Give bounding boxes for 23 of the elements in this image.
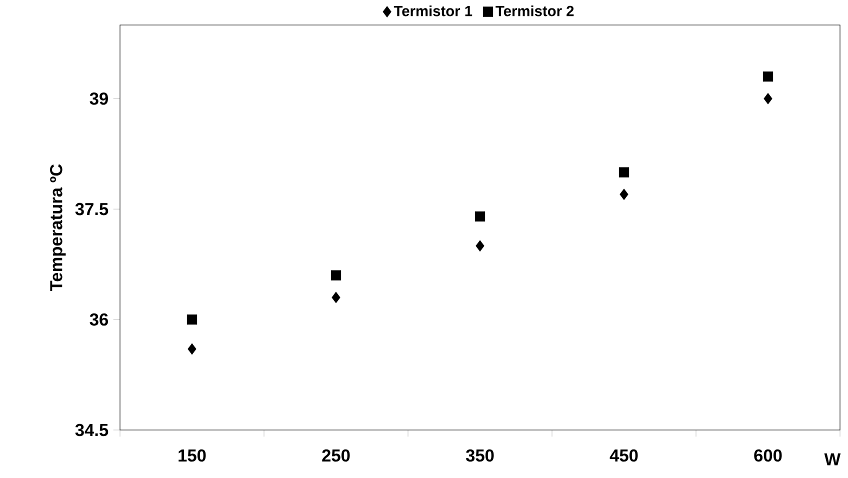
point (330, 270, 342, 280)
point (476, 240, 484, 252)
point (764, 93, 772, 104)
x-tick-label: 250 (322, 449, 350, 462)
point (620, 188, 628, 200)
point (474, 211, 486, 222)
point (188, 343, 196, 355)
y-tick-label: 39 (90, 92, 108, 105)
legend-label: Termistor 1 (394, 5, 472, 16)
y-axis-title: Temperatura ºC (50, 164, 66, 291)
x-axis-title: W (824, 453, 841, 466)
point (186, 314, 198, 325)
point (618, 167, 630, 178)
x-tick-label: 600 (754, 449, 782, 462)
point (762, 71, 774, 82)
point (332, 292, 340, 304)
x-tick-label: 150 (178, 449, 206, 462)
y-tick-label: 34.5 (75, 424, 108, 436)
legend-label: Termistor 2 (496, 5, 574, 16)
x-tick-label: 350 (466, 449, 494, 462)
x-tick-label: 450 (610, 449, 638, 462)
y-tick-label: 37.5 (75, 202, 108, 216)
y-tick-label: 36 (90, 313, 108, 326)
